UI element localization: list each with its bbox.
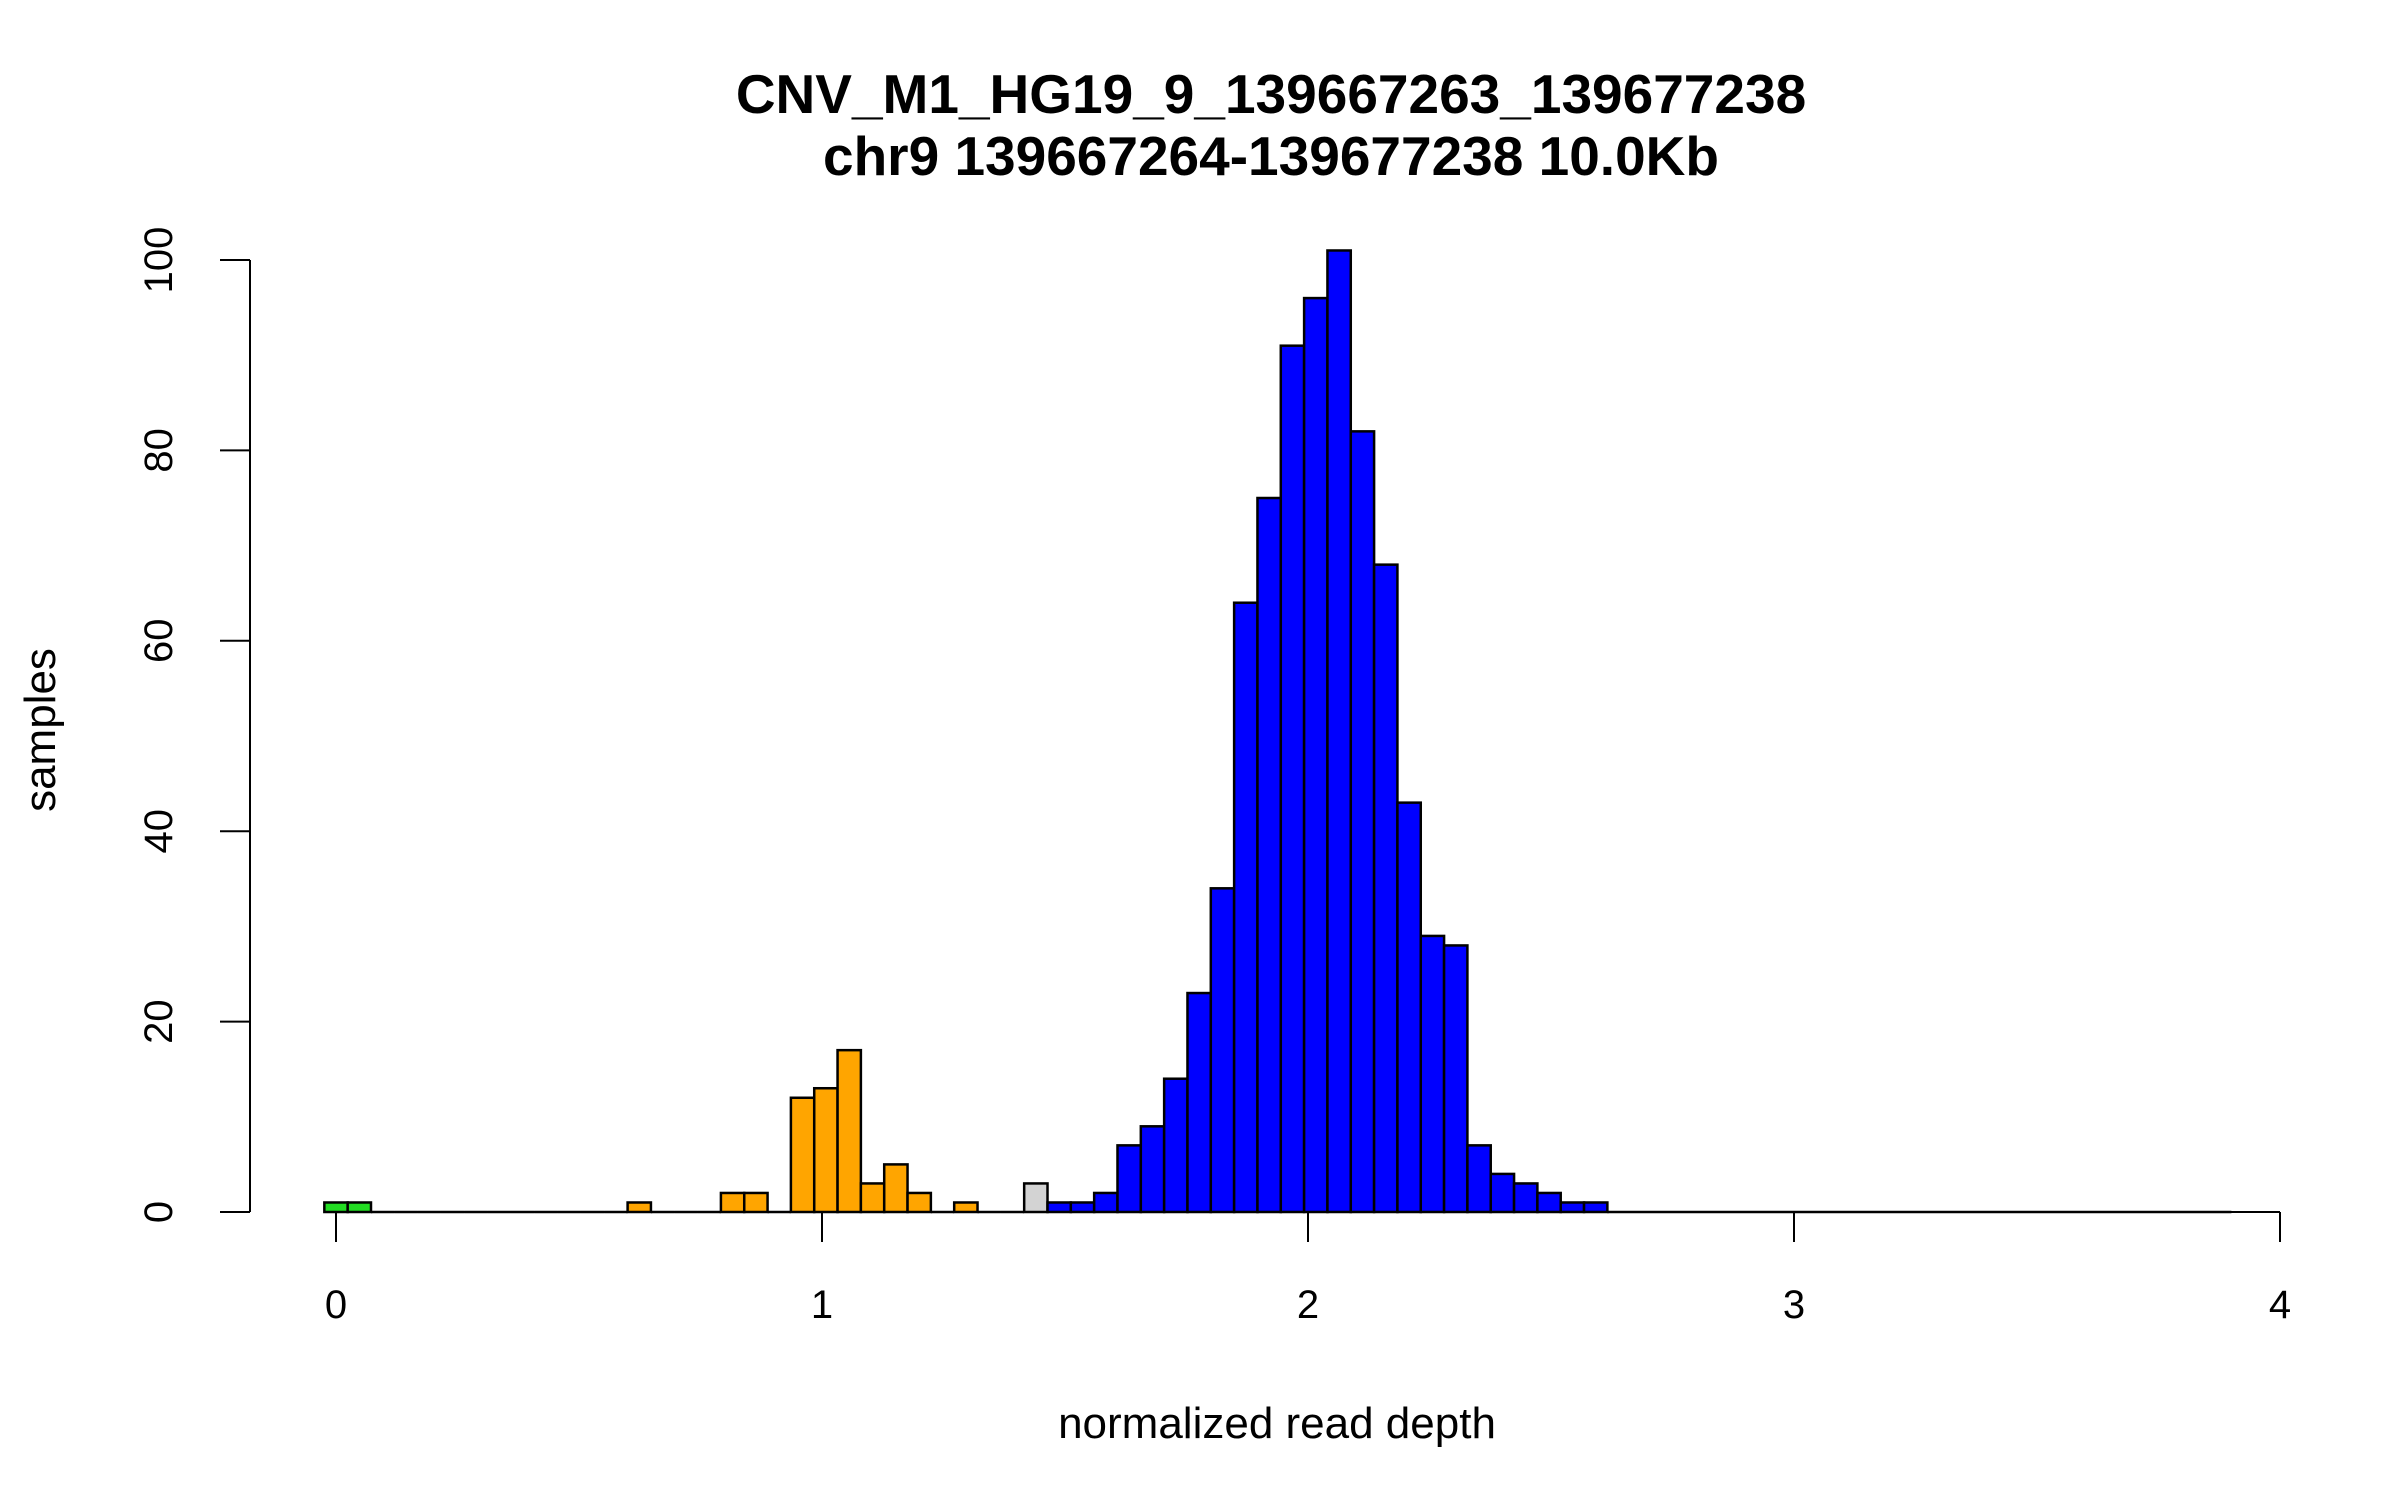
histogram-bar <box>882 1163 909 1214</box>
histogram-bar <box>1442 944 1469 1214</box>
histogram-bar <box>1116 1144 1143 1214</box>
histogram-bar <box>1186 991 1213 1214</box>
y-tick-label: 80 <box>137 428 181 473</box>
histogram-bar <box>1559 1201 1586 1214</box>
y-tick-label: 0 <box>137 1201 181 1223</box>
histogram-bar <box>1256 496 1283 1214</box>
y-axis: 0 20 40 60 80 100 <box>137 227 251 1223</box>
histogram-bar <box>1582 1201 1609 1214</box>
histogram-bar <box>1046 1201 1073 1214</box>
histogram-bar <box>1489 1172 1516 1214</box>
histogram-bar <box>1512 1182 1539 1214</box>
histogram-bar <box>1279 344 1306 1214</box>
histogram-bar <box>906 1191 933 1214</box>
histogram-bar <box>1022 1182 1049 1214</box>
x-axis: 0 1 2 3 4 <box>325 1211 2291 1327</box>
chart-subtitle: chr9 139667264-139677238 10.0Kb <box>823 125 1719 187</box>
histogram-bars <box>323 249 2232 1214</box>
histogram-bar <box>812 1086 839 1214</box>
histogram-bar <box>1139 1125 1166 1214</box>
y-tick-label: 20 <box>137 999 181 1044</box>
chart-title: CNV_M1_HG19_9_139667263_139677238 <box>736 63 1806 125</box>
histogram-bar <box>1302 296 1329 1214</box>
histogram-bar <box>742 1191 769 1214</box>
histogram-bar <box>1232 601 1259 1214</box>
x-tick-label: 3 <box>1783 1283 1805 1327</box>
y-tick-label: 40 <box>137 809 181 854</box>
y-axis-label: samples <box>16 648 65 812</box>
x-axis-label: normalized read depth <box>1058 1399 1496 1448</box>
histogram-bar <box>836 1048 863 1214</box>
histogram-bar <box>626 1201 653 1214</box>
histogram-bar <box>952 1201 979 1214</box>
x-tick-label: 4 <box>2269 1283 2291 1327</box>
histogram-bar <box>1466 1144 1492 1214</box>
histogram-bar <box>1092 1191 1119 1214</box>
histogram-bar <box>789 1096 816 1214</box>
x-tick-label: 1 <box>811 1283 833 1327</box>
y-tick-label: 60 <box>137 619 181 664</box>
histogram-bar <box>1396 801 1423 1214</box>
histogram-bar <box>859 1182 886 1214</box>
histogram-bar <box>1536 1191 1562 1214</box>
histogram-bar <box>1326 249 1353 1214</box>
histogram-bar <box>323 1201 349 1214</box>
histogram-bar <box>719 1191 746 1214</box>
histogram-bar <box>1349 430 1376 1214</box>
histogram-bar <box>346 1201 373 1214</box>
histogram-bar <box>1209 887 1236 1214</box>
histogram-bar <box>1069 1201 1096 1214</box>
y-tick-label: 100 <box>137 227 181 294</box>
x-tick-label: 2 <box>1297 1283 1319 1327</box>
x-tick-label: 0 <box>325 1283 347 1327</box>
histogram-bar <box>1372 563 1399 1214</box>
histogram-bar <box>1419 934 1446 1214</box>
histogram-bar <box>1162 1077 1189 1214</box>
